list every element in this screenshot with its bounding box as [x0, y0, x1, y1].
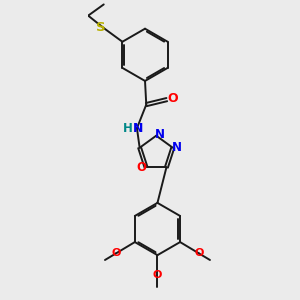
Text: N: N [155, 128, 165, 141]
Text: N: N [172, 141, 182, 154]
Text: O: O [194, 248, 203, 258]
Text: O: O [167, 92, 178, 106]
Text: O: O [112, 248, 121, 258]
Text: O: O [153, 270, 162, 280]
Text: S: S [96, 21, 106, 34]
Text: O: O [136, 161, 146, 174]
Text: N: N [133, 122, 143, 135]
Text: H: H [123, 122, 133, 135]
